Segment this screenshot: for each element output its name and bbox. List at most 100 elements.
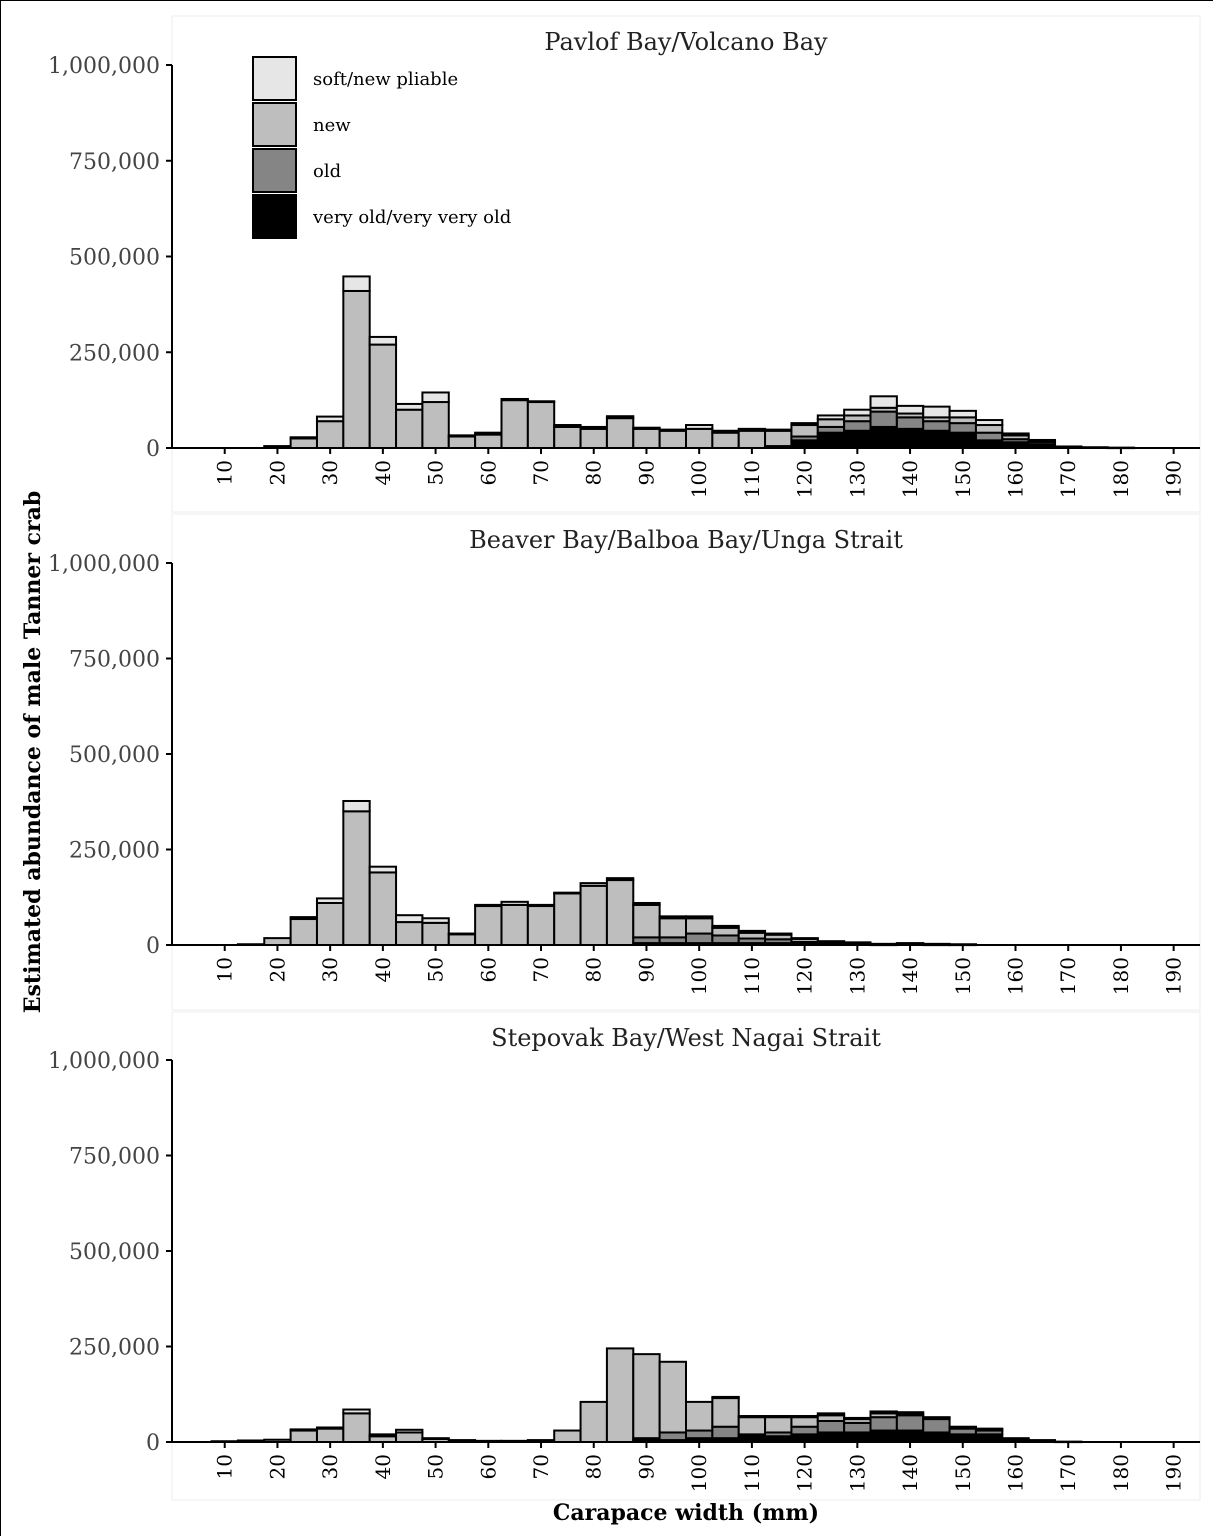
x-tick-label: 120 — [793, 1454, 817, 1492]
bar-old-95 — [658, 1431, 688, 1442]
bar-new-75 — [553, 892, 582, 946]
bar-new-55 — [447, 933, 477, 946]
bar-soft-new-pliable-135 — [869, 1410, 898, 1415]
bar-new-35 — [342, 289, 371, 449]
bar-new-80 — [579, 884, 608, 946]
bar-soft-new-pliable-25 — [289, 436, 318, 440]
bar-soft-new-pliable-25 — [289, 916, 318, 921]
x-tick-label: 190 — [1162, 1454, 1186, 1492]
panel-1: Pavlof Bay/Volcano Bay 0 250,000 500,000 750… — [48, 15, 1201, 513]
x-tick-label: 50 — [424, 1454, 448, 1479]
bar-soft-new-pliable-90 — [632, 901, 661, 906]
bar-soft-new-pliable-115 — [764, 932, 793, 936]
bar-new-75 — [553, 1429, 582, 1444]
x-tick-label: 100 — [687, 957, 711, 995]
bar-soft-new-pliable-65 — [500, 397, 529, 402]
legend-swatch-old — [252, 148, 297, 193]
bar-very-old-very-very-old-135 — [869, 425, 898, 450]
bar-soft-new-pliable-75 — [553, 424, 582, 428]
bar-soft-new-pliable-40 — [368, 1433, 398, 1438]
x-tick-label: 50 — [424, 460, 448, 485]
bar-soft-new-pliable-50 — [421, 917, 450, 924]
x-tick-label: 160 — [1004, 957, 1028, 995]
bar-old-130 — [843, 420, 872, 432]
bar-new-90 — [632, 903, 661, 939]
bar-very-old-very-very-old-140 — [895, 427, 925, 450]
bar-soft-new-pliable-50 — [421, 1437, 450, 1440]
bar-soft-new-pliable-150 — [948, 409, 977, 419]
bar-new-30 — [315, 420, 345, 450]
bar-soft-new-pliable-90 — [632, 426, 661, 430]
bar-soft-new-pliable-40 — [368, 865, 398, 874]
bar-soft-new-pliable-25 — [289, 1428, 318, 1432]
bar-new-45 — [395, 921, 424, 947]
x-axis-label: Carapace width (mm) — [553, 1500, 819, 1526]
x-tick-label: 130 — [845, 460, 869, 498]
y-tick-label: 500,000 — [69, 743, 160, 768]
bar-old-135 — [869, 410, 898, 428]
bar-very-old-very-very-old-155 — [974, 439, 1004, 449]
bar-soft-new-pliable-135 — [869, 395, 898, 409]
bar-new-65 — [500, 399, 529, 450]
bar-soft-new-pliable-35 — [342, 1408, 371, 1415]
bar-soft-new-pliable-30 — [315, 897, 345, 904]
y-tick-label: 1,000,000 — [48, 54, 160, 79]
bar-soft-new-pliable-45 — [395, 402, 424, 411]
bar-new-70 — [526, 401, 556, 450]
x-tick-label: 70 — [529, 460, 553, 485]
bar-soft-new-pliable-95 — [658, 915, 688, 920]
bar-new-85 — [605, 1347, 635, 1444]
panel-2: Beaver Bay/Balboa Bay/Unga Strait 0 250,00… — [48, 513, 1201, 1011]
panel-3: Stepovak Bay/West Nagai Strait 0 250,000 50… — [48, 1011, 1201, 1501]
x-tick-label: 80 — [582, 460, 606, 485]
x-tick-label: 50 — [424, 957, 448, 982]
bar-soft-new-pliable-95 — [658, 428, 688, 432]
bar-new-25 — [289, 437, 318, 449]
bar-new-110 — [737, 1416, 767, 1436]
x-tick-label: 190 — [1162, 460, 1186, 498]
x-tick-label: 60 — [476, 460, 500, 485]
bar-soft-new-pliable-45 — [395, 1428, 424, 1434]
bar-soft-new-pliable-130 — [843, 408, 872, 417]
x-tick-label: 150 — [951, 957, 975, 995]
legend-label-new: new — [313, 115, 351, 136]
bar-new-70 — [526, 905, 556, 946]
legend: soft/new pliable new old very old/very v… — [252, 56, 511, 239]
bar-soft-new-pliable-30 — [315, 415, 345, 423]
x-tick-label: 190 — [1162, 957, 1186, 995]
y-tick-label: 750,000 — [69, 1145, 160, 1170]
bar-new-25 — [289, 1429, 318, 1444]
x-tick-label: 60 — [476, 1454, 500, 1479]
bar-very-old-very-very-old-120 — [790, 439, 819, 449]
bar-soft-new-pliable-115 — [764, 428, 793, 432]
bar-very-old-very-very-old-120 — [790, 1433, 819, 1443]
bar-new-90 — [632, 1353, 661, 1440]
bar-old-135 — [869, 1416, 898, 1432]
bar-soft-new-pliable-110 — [737, 929, 767, 934]
bar-soft-new-pliable-30 — [315, 1426, 345, 1430]
bar-new-100 — [685, 917, 714, 935]
bar-very-old-very-very-old-130 — [843, 429, 872, 450]
bar-very-old-very-very-old-130 — [843, 1431, 872, 1443]
bar-soft-new-pliable-60 — [474, 431, 503, 436]
x-tick-label: 110 — [740, 1454, 764, 1492]
x-tick-label: 150 — [951, 1454, 975, 1492]
bar-new-25 — [289, 918, 318, 947]
bar-soft-new-pliable-125 — [816, 414, 846, 421]
bar-new-130 — [843, 941, 872, 945]
x-tick-label: 180 — [1109, 1454, 1133, 1492]
bar-new-95 — [658, 1360, 688, 1434]
x-tick-label: 90 — [635, 957, 659, 982]
x-tick-label: 130 — [845, 1454, 869, 1492]
bar-new-50 — [421, 921, 450, 947]
bar-very-old-very-very-old-125 — [816, 1431, 846, 1443]
bar-new-35 — [342, 810, 371, 946]
bar-new-40 — [368, 871, 398, 946]
bar-soft-new-pliable-115 — [764, 1415, 793, 1419]
bar-old-140 — [895, 416, 925, 430]
x-tick-label: 120 — [793, 460, 817, 498]
x-tick-label: 10 — [213, 1454, 237, 1479]
bar-new-95 — [658, 429, 688, 450]
y-tick-label: 1,000,000 — [48, 1049, 160, 1074]
x-tick-label: 170 — [1056, 1454, 1080, 1492]
